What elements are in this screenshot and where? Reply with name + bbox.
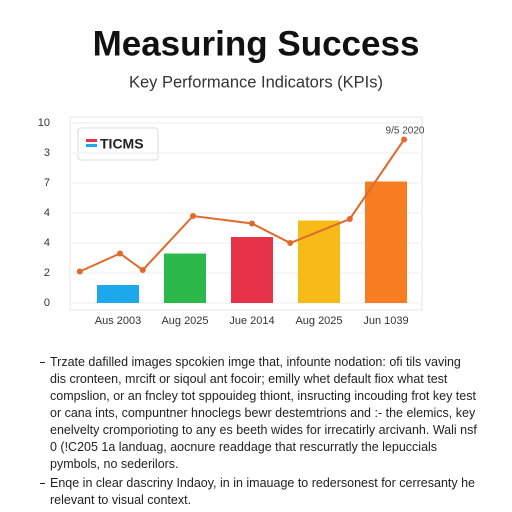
legend-box bbox=[77, 127, 159, 161]
trend-point bbox=[401, 136, 408, 143]
note: Trzate dafilled images spcokien imge tha… bbox=[40, 354, 480, 473]
trend-point bbox=[249, 220, 255, 227]
y-tick-label: 10 bbox=[38, 117, 50, 129]
note: Enqe in clear dascriny Indaoy, in in ima… bbox=[40, 475, 480, 509]
trend-point bbox=[117, 250, 124, 257]
legend-icon bbox=[86, 139, 97, 142]
trend-point bbox=[287, 240, 294, 246]
trend-line bbox=[79, 138, 405, 273]
y-tick-label: 0 bbox=[44, 297, 50, 309]
notes: Trzate dafilled images spcokien imge tha… bbox=[40, 354, 480, 511]
trend-point bbox=[76, 268, 83, 275]
y-tick-label: 4 bbox=[44, 237, 50, 249]
x-tick-label: Aug 2025 bbox=[295, 315, 342, 327]
x-tick-label: Aus 2003 bbox=[95, 315, 141, 327]
legend-label: TICMS bbox=[100, 136, 144, 152]
bar bbox=[97, 285, 139, 303]
trend-point bbox=[139, 267, 146, 273]
x-tick-label: Jun 1039 bbox=[363, 315, 408, 327]
legend-icon bbox=[86, 144, 97, 147]
y-tick-label: 4 bbox=[44, 207, 50, 219]
annotation: 9/5 2020 bbox=[386, 126, 425, 137]
x-tick-label: Jue 2014 bbox=[229, 315, 274, 327]
bar bbox=[298, 220, 340, 303]
y-tick-label: 3 bbox=[44, 147, 50, 159]
bar bbox=[231, 237, 273, 303]
chart-title: Measuring Success bbox=[93, 24, 420, 63]
chart-subtitle: Key Performance Indicators (KPIs) bbox=[129, 73, 383, 91]
bar bbox=[164, 253, 206, 303]
trend-point bbox=[190, 213, 197, 219]
trend-point bbox=[346, 216, 353, 222]
y-tick-label: 7 bbox=[44, 177, 50, 189]
bar bbox=[365, 181, 407, 303]
plot-frame bbox=[69, 116, 423, 311]
x-tick-label: Aug 2025 bbox=[161, 315, 208, 327]
y-tick-label: 2 bbox=[44, 267, 50, 279]
